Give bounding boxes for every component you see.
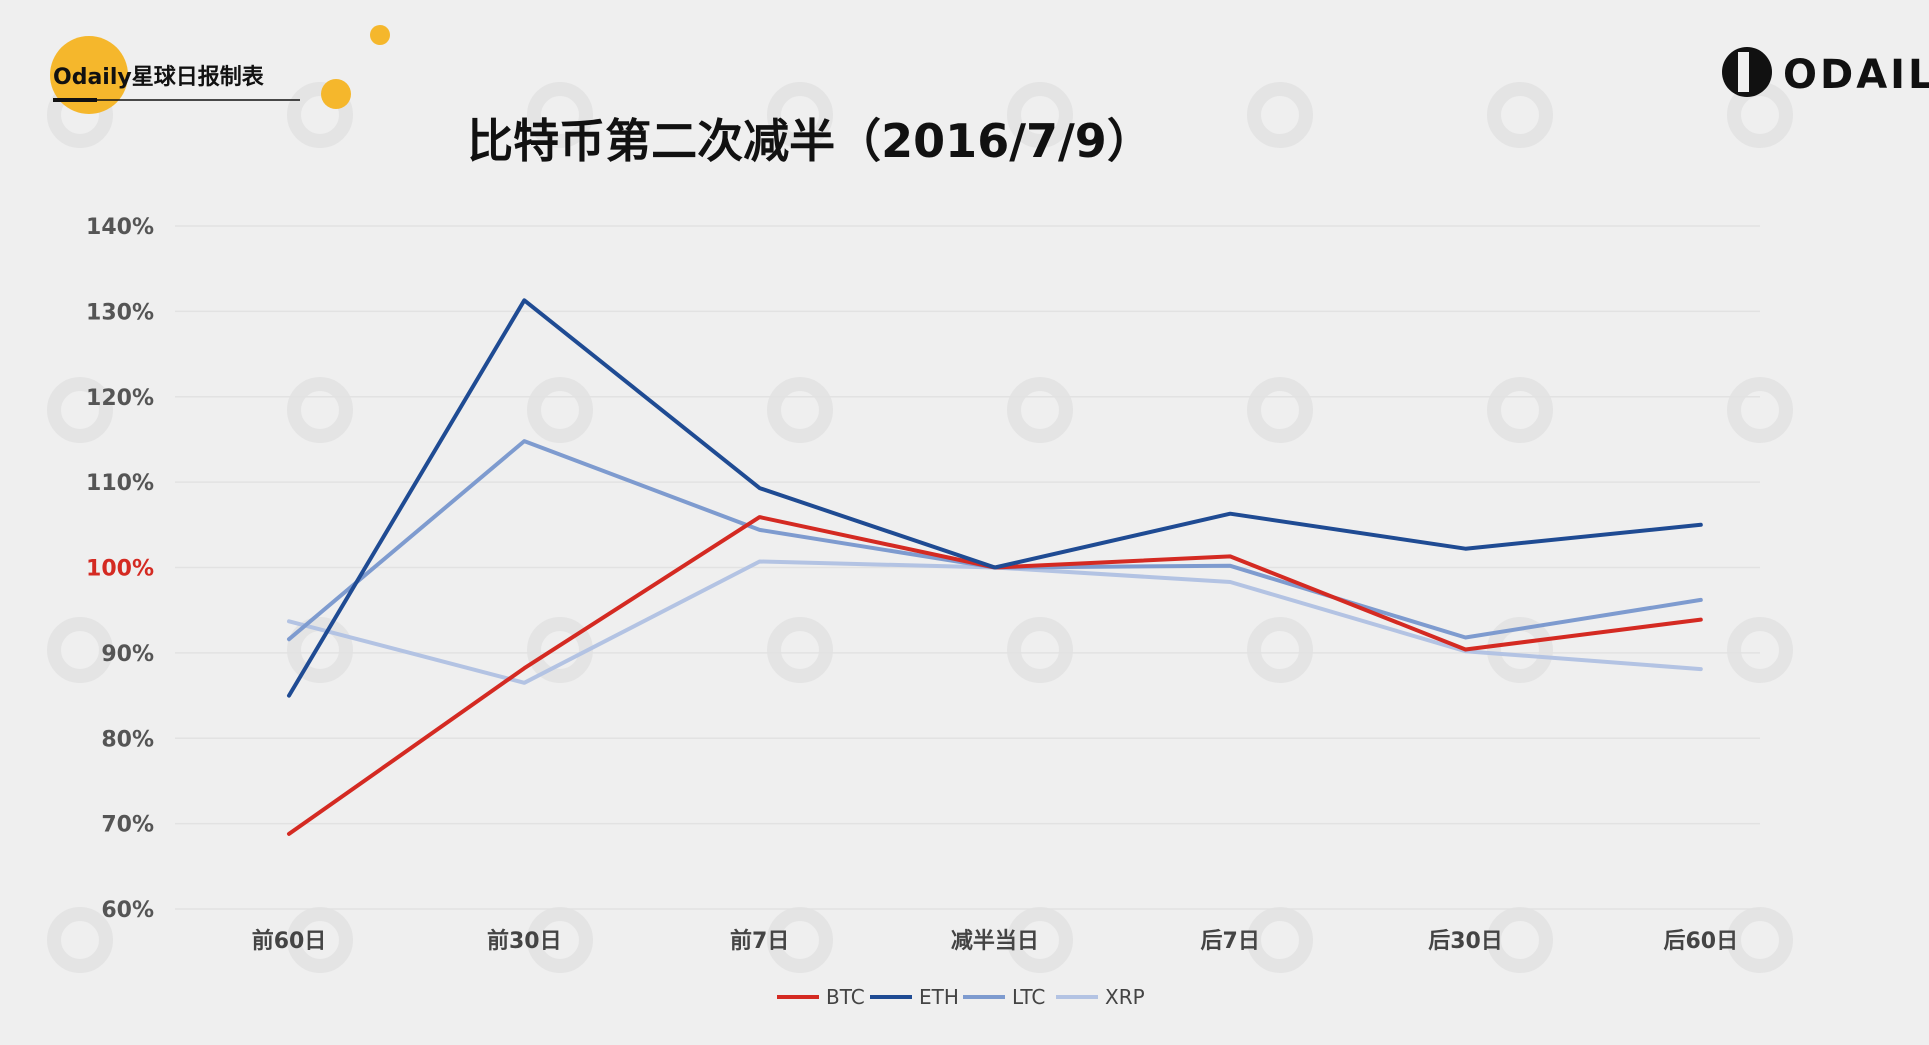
y-tick-label: 100% xyxy=(86,557,154,582)
watermark-mark xyxy=(287,617,353,683)
watermark-mark xyxy=(1487,617,1553,683)
watermark-mark xyxy=(767,907,833,973)
watermark-mark xyxy=(287,82,353,148)
x-tick-label: 减半当日 xyxy=(951,928,1039,954)
y-tick-label: 130% xyxy=(86,300,154,325)
watermark-mark xyxy=(1007,907,1073,973)
odaily-logo: ODAILY xyxy=(1722,47,1929,98)
watermark-mark xyxy=(767,82,833,148)
watermark-mark xyxy=(287,377,353,443)
watermark-mark xyxy=(527,377,593,443)
legend: BTC ETH LTC XRP xyxy=(777,985,1145,1009)
y-tick-label: 140% xyxy=(86,215,154,240)
watermark-mark xyxy=(527,907,593,973)
brand-label: Odaily星球日报制表 xyxy=(53,65,265,90)
watermark-mark xyxy=(1247,617,1313,683)
series-line-ltc xyxy=(287,439,1703,642)
x-tick-label: 前60日 xyxy=(252,928,327,954)
y-tick-label: 90% xyxy=(101,642,154,667)
watermark-mark xyxy=(47,617,113,683)
y-tick-label: 70% xyxy=(101,813,154,838)
watermark-mark xyxy=(1487,377,1553,443)
x-tick-label: 后60日 xyxy=(1663,929,1738,954)
x-axis: 前60日 前30日 前7日 减半当日 后7日 后30日 后60日 xyxy=(252,928,1738,954)
watermark-layer xyxy=(47,82,1793,973)
watermark-mark xyxy=(767,377,833,443)
watermark-mark xyxy=(1727,82,1793,148)
watermark-mark xyxy=(1727,617,1793,683)
x-tick-label: 前30日 xyxy=(487,928,562,954)
watermark-mark xyxy=(1727,907,1793,973)
legend-label-ltc: LTC xyxy=(1012,985,1045,1009)
x-tick-label: 前7日 xyxy=(730,928,789,954)
watermark-mark xyxy=(1487,82,1553,148)
series-layer xyxy=(287,298,1703,836)
odaily-logo-icon xyxy=(1722,47,1772,97)
y-axis: 140% 130% 120% 110% 100% 90% 80% 70% 60% xyxy=(86,215,154,923)
y-tick-label: 110% xyxy=(86,471,154,496)
legend-label-xrp: XRP xyxy=(1105,985,1145,1009)
grid-layer xyxy=(175,225,1760,910)
watermark-mark xyxy=(1487,907,1553,973)
chart-title: 比特币第二次减半（2016/7/9） xyxy=(467,114,1153,168)
watermark-mark xyxy=(1247,907,1313,973)
brand-dot-small xyxy=(370,25,390,45)
y-tick-label: 60% xyxy=(101,898,154,923)
brand-dot-medium xyxy=(321,79,351,109)
brand-circle-large xyxy=(50,36,128,114)
watermark-mark xyxy=(1727,377,1793,443)
legend-label-btc: BTC xyxy=(826,985,865,1009)
watermark-mark xyxy=(1007,82,1073,148)
watermark-mark xyxy=(1007,617,1073,683)
brand-badge: Odaily星球日报制表 xyxy=(50,25,390,114)
watermark-mark xyxy=(1247,377,1313,443)
legend-label-eth: ETH xyxy=(919,985,959,1009)
odaily-logo-text: ODAILY xyxy=(1783,52,1929,98)
y-tick-label: 80% xyxy=(101,727,154,752)
watermark-mark xyxy=(47,907,113,973)
watermark-mark xyxy=(527,82,593,148)
series-line-xrp xyxy=(287,559,1703,685)
watermark-mark xyxy=(47,377,113,443)
x-tick-label: 后30日 xyxy=(1428,929,1503,954)
x-tick-label: 后7日 xyxy=(1201,929,1260,954)
watermark-mark xyxy=(1007,377,1073,443)
watermark-mark xyxy=(287,907,353,973)
series-line-eth xyxy=(287,298,1703,698)
y-tick-label: 120% xyxy=(86,386,154,411)
watermark-mark xyxy=(767,617,833,683)
watermark-mark xyxy=(1247,82,1313,148)
